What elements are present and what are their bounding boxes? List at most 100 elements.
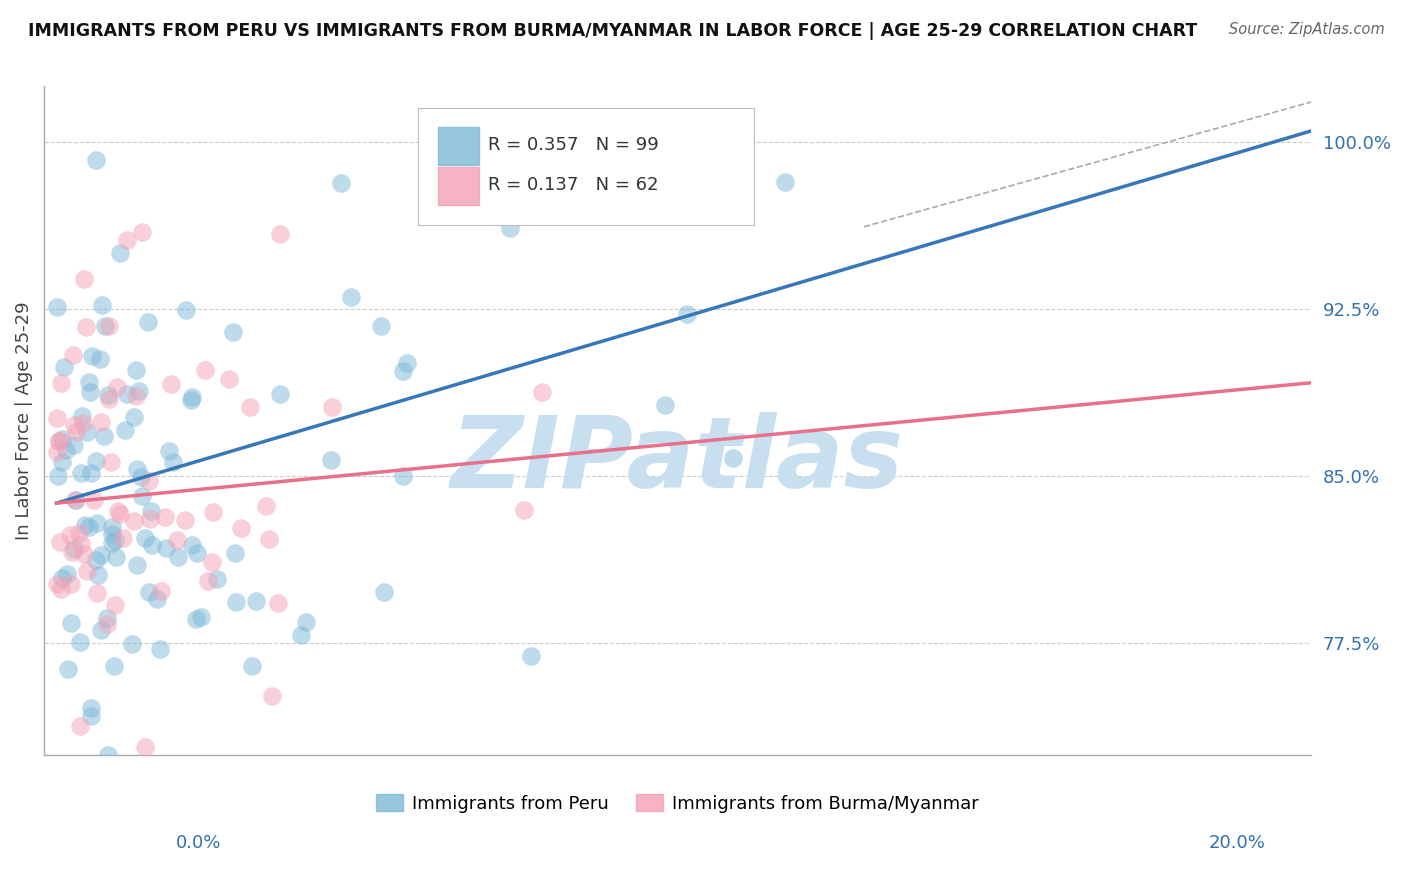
- Point: [122, 514, 145, 528]
- Point: [654, 398, 676, 412]
- Point: [46, 411, 69, 425]
- Point: [111, 531, 134, 545]
- Point: [107, 504, 129, 518]
- Point: [69, 467, 91, 481]
- Point: [65, 425, 87, 439]
- Point: [115, 387, 138, 401]
- Point: [51, 455, 73, 469]
- Point: [51, 582, 73, 597]
- Point: [721, 451, 744, 466]
- Point: [129, 469, 152, 483]
- Point: [128, 384, 150, 398]
- Point: [157, 443, 180, 458]
- Point: [73, 272, 96, 286]
- Point: [225, 595, 247, 609]
- Point: [70, 409, 93, 423]
- Text: R = 0.357   N = 99: R = 0.357 N = 99: [488, 136, 658, 154]
- Point: [131, 226, 153, 240]
- Point: [321, 453, 343, 467]
- Point: [110, 507, 132, 521]
- Point: [98, 318, 121, 333]
- Point: [56, 566, 79, 581]
- Point: [60, 545, 83, 559]
- Point: [155, 541, 177, 555]
- Point: [48, 469, 70, 483]
- Point: [186, 546, 208, 560]
- Point: [201, 555, 224, 569]
- Point: [239, 400, 262, 414]
- Point: [520, 648, 543, 663]
- Text: IMMIGRANTS FROM PERU VS IMMIGRANTS FROM BURMA/MYANMAR IN LABOR FORCE | AGE 25-29: IMMIGRANTS FROM PERU VS IMMIGRANTS FROM …: [28, 22, 1198, 40]
- Point: [159, 376, 181, 391]
- Point: [330, 176, 353, 190]
- Point: [149, 642, 172, 657]
- Point: [65, 493, 87, 508]
- Point: [75, 320, 97, 334]
- Point: [224, 545, 246, 559]
- Point: [63, 417, 86, 432]
- Point: [290, 628, 312, 642]
- Point: [84, 553, 107, 567]
- Point: [63, 493, 86, 508]
- Text: 20.0%: 20.0%: [1209, 834, 1265, 852]
- Text: ZIPatlas: ZIPatlas: [451, 412, 904, 509]
- Point: [58, 662, 80, 676]
- Point: [321, 400, 343, 414]
- Point: [70, 537, 93, 551]
- Point: [73, 547, 96, 561]
- Point: [181, 538, 204, 552]
- Point: [100, 527, 122, 541]
- Point: [240, 659, 263, 673]
- Point: [80, 701, 103, 715]
- FancyBboxPatch shape: [439, 168, 478, 204]
- Point: [134, 739, 156, 754]
- Point: [46, 445, 69, 459]
- Point: [391, 469, 413, 483]
- Point: [63, 541, 86, 556]
- Point: [86, 153, 108, 167]
- Point: [218, 372, 240, 386]
- Point: [60, 616, 83, 631]
- Point: [51, 432, 73, 446]
- Point: [59, 528, 82, 542]
- Point: [530, 384, 553, 399]
- Point: [52, 360, 75, 375]
- Point: [184, 612, 207, 626]
- Point: [136, 315, 159, 329]
- Text: R = 0.137   N = 62: R = 0.137 N = 62: [488, 177, 658, 194]
- Point: [104, 550, 127, 565]
- Point: [269, 227, 291, 241]
- Point: [205, 573, 228, 587]
- Point: [69, 635, 91, 649]
- Point: [131, 489, 153, 503]
- Point: [202, 505, 225, 519]
- Point: [231, 521, 253, 535]
- Point: [262, 689, 284, 703]
- Point: [96, 611, 118, 625]
- Point: [97, 392, 120, 406]
- Legend: Immigrants from Peru, Immigrants from Burma/Myanmar: Immigrants from Peru, Immigrants from Bu…: [377, 795, 979, 813]
- Point: [174, 513, 197, 527]
- Point: [190, 609, 212, 624]
- Point: [69, 719, 91, 733]
- Point: [108, 245, 131, 260]
- Point: [269, 387, 291, 401]
- Point: [162, 455, 184, 469]
- Point: [254, 499, 277, 513]
- Point: [94, 319, 117, 334]
- Point: [72, 416, 94, 430]
- Point: [267, 596, 290, 610]
- Y-axis label: In Labor Force | Age 25-29: In Labor Force | Age 25-29: [15, 301, 32, 540]
- Point: [446, 195, 468, 210]
- Point: [373, 585, 395, 599]
- Point: [513, 503, 536, 517]
- Point: [340, 290, 363, 304]
- Point: [90, 415, 112, 429]
- Point: [89, 351, 111, 366]
- Point: [45, 300, 67, 314]
- Point: [104, 533, 127, 547]
- Point: [96, 616, 118, 631]
- Point: [174, 302, 197, 317]
- Point: [77, 376, 100, 390]
- Point: [153, 510, 176, 524]
